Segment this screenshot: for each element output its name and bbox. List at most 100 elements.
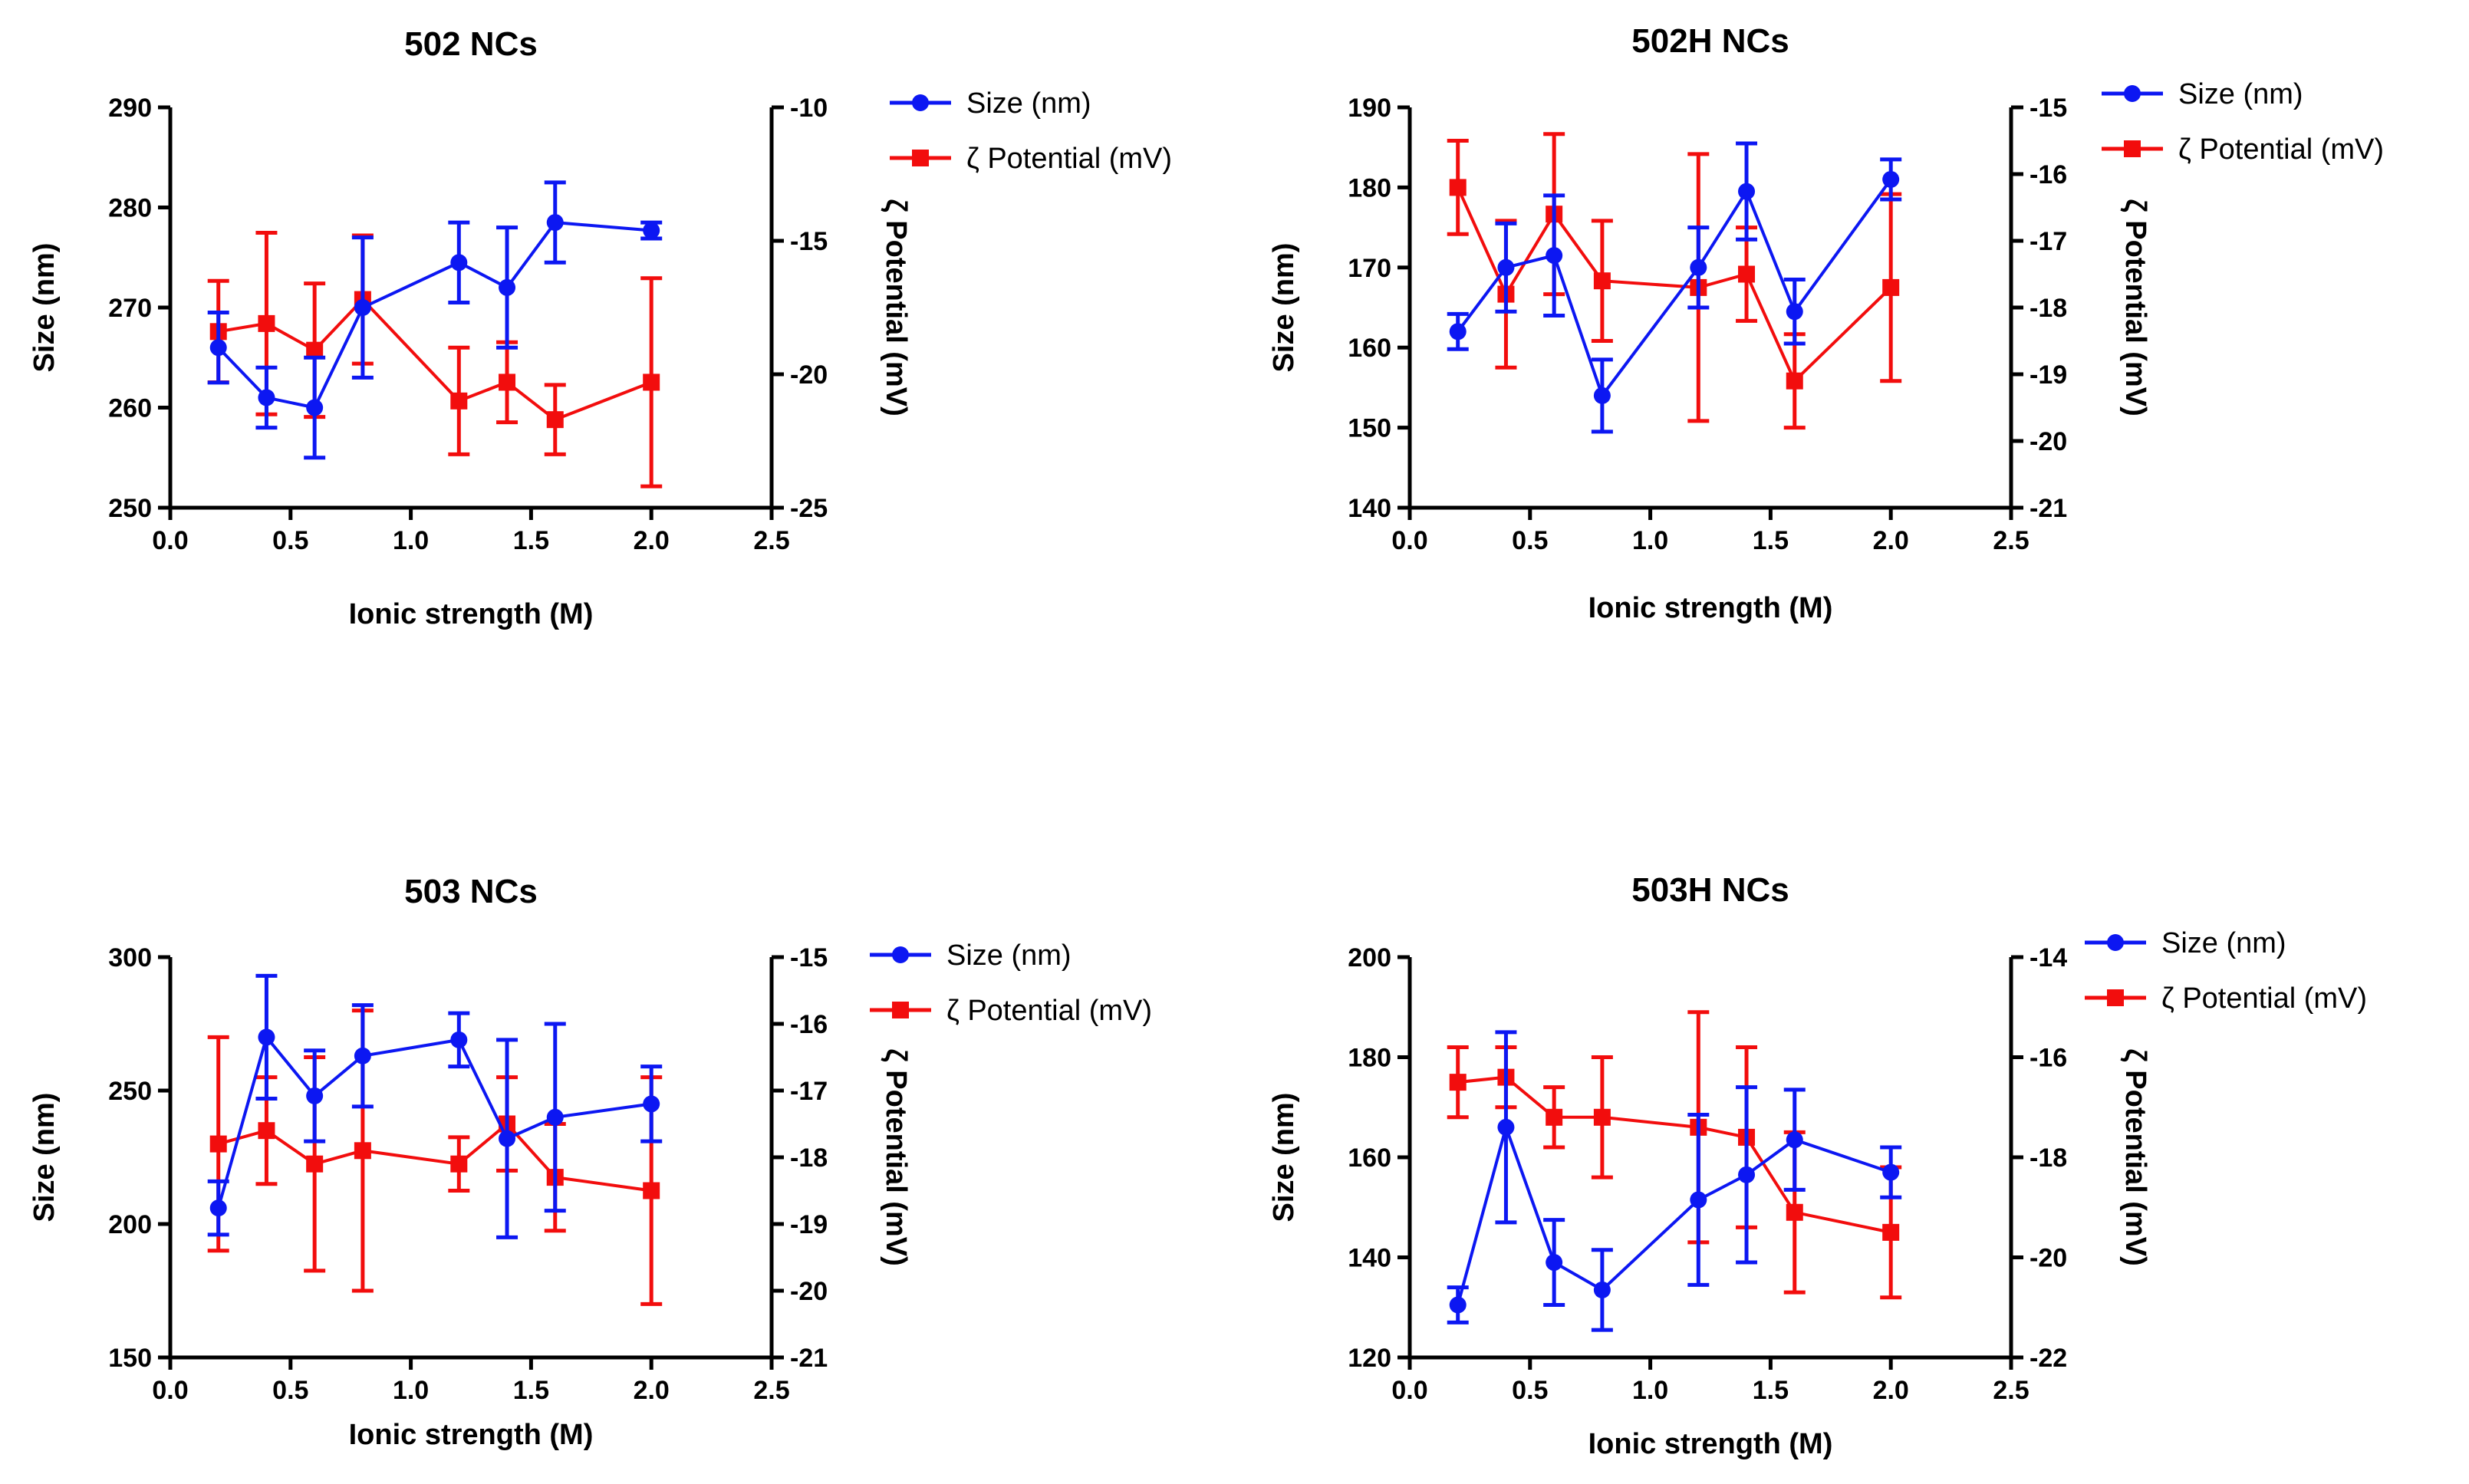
series-size [207,973,663,1239]
data-point-circle [546,214,564,232]
y-tick-label-left: 170 [1348,254,1391,283]
y-tick-label-right: -19 [790,1210,828,1239]
y-tick-label-right: -21 [2030,494,2067,523]
x-tick-label: 0.0 [1391,1376,1427,1405]
x-tick-label: 0.5 [272,526,308,555]
y-tick-label-left: 200 [108,1210,152,1239]
data-point-circle [258,389,275,406]
x-tick-label: 1.0 [1632,1376,1668,1405]
y-tick-label-right: -20 [790,360,828,390]
legend-item-size: Size (nm) [870,939,1072,972]
y-axis-label-right: ζ Potential (mV) [2119,199,2151,416]
data-point-square [258,314,275,332]
legend-marker-square [892,1002,909,1018]
legend-marker-circle [2107,934,2124,951]
y-tick-label-left: 250 [108,1077,152,1106]
data-point-circle [1738,183,1756,200]
y-tick-label-right: -22 [2030,1344,2067,1373]
x-axis-label: Ionic strength (M) [349,1419,594,1451]
x-tick-label: 2.0 [634,526,670,555]
data-point-square [499,373,516,391]
series-line [1457,1075,1891,1234]
y-tick-label-right: -21 [790,1344,828,1373]
y-tick-label-right: -15 [790,943,828,972]
data-point-circle [1593,1281,1611,1298]
legend-label: Size (nm) [946,939,1072,972]
data-point-circle [1593,387,1611,404]
data-point-circle [354,299,371,316]
chart-502h: 502H NCs 0.0 0.5 1.0 1.5 2.0 2.5 140 150 160 170 18… [1268,22,2384,624]
series-size [1447,1030,1902,1332]
data-point-circle [209,339,227,357]
data-point-square [450,392,468,410]
data-point-circle [499,278,516,296]
x-tick-label: 2.0 [634,1376,670,1405]
legend-marker-square [912,150,929,166]
x-tick-label: 2.0 [1873,1376,1909,1405]
y-tick-label-right: -25 [790,494,828,523]
y-tick-label-left: 280 [108,194,152,223]
y-tick-label-left: 150 [1348,414,1391,443]
series-line [1456,186,1892,384]
data-point-circle [1786,303,1803,321]
legend-marker-square [2107,989,2124,1006]
x-tick-label: 1.5 [1753,526,1789,555]
data-point-circle [258,1028,275,1046]
data-point-circle [1882,1163,1900,1181]
chart-title: 502 NCs [404,25,538,63]
y-tick-label-right: -18 [790,1143,828,1173]
data-point-circle [643,1095,660,1113]
x-tick-label: 1.5 [513,526,549,555]
data-point-circle [306,399,324,416]
data-point-square [1786,372,1803,390]
y-tick-label-right: -10 [790,94,828,123]
x-tick-label: 1.0 [393,526,429,555]
data-point-square [354,1142,371,1160]
legend-item-size: Size (nm) [890,87,1091,120]
y-axis-label-right: ζ Potential (mV) [2119,1048,2151,1266]
y-tick-label-right: -17 [790,1077,828,1106]
data-point-circle [1546,1254,1563,1272]
x-tick-label: 2.5 [1993,1376,2029,1405]
legend-label: Size (nm) [2161,927,2286,959]
legend-label: ζ Potential (mV) [2178,133,2384,166]
x-tick-label: 1.0 [1632,526,1668,555]
data-point-circle [1690,1191,1707,1209]
x-axis-label: Ionic strength (M) [1588,592,1833,624]
data-point-circle [450,1031,468,1048]
y-tick-label-right: -16 [2030,1044,2067,1073]
x-tick-label: 1.0 [393,1376,429,1405]
chart-503: 503 NCs 0.0 0.5 1.0 1.5 2.0 2.5 150 200 250 300 -21… [28,873,1152,1451]
y-tick-label-left: 140 [1348,494,1391,523]
legend-item-potential: ζ Potential (mV) [870,995,1152,1027]
y-tick-label-right: -15 [2030,94,2067,123]
data-point-circle [306,1087,324,1104]
x-tick-label: 2.5 [753,526,789,555]
y-tick-label-right: -20 [790,1277,828,1306]
data-point-circle [450,254,468,271]
data-point-square [306,341,324,359]
data-point-square [1593,1108,1611,1126]
legend-marker-circle [912,94,929,111]
data-point-square [450,1155,468,1173]
data-point-square [1882,278,1900,296]
y-tick-label-right: -16 [2030,160,2067,189]
x-tick-label: 0.5 [272,1376,308,1405]
legend-marker-circle [2124,85,2141,102]
y-tick-label-right: -14 [2030,943,2067,972]
data-point-circle [354,1047,371,1064]
y-axis-label-right: ζ Potential (mV) [880,1048,912,1266]
y-axis-label-left: Size (nm) [1268,243,1300,373]
series-line [218,1121,652,1193]
data-point-square [546,411,564,429]
data-point-circle [1497,1118,1515,1136]
legend-item-size: Size (nm) [2085,927,2286,959]
x-tick-label: 0.0 [152,526,188,555]
y-tick-label-right: -16 [790,1010,828,1039]
x-tick-label: 2.0 [1873,526,1909,555]
x-tick-label: 0.5 [1512,1376,1548,1405]
legend-item-potential: ζ Potential (mV) [2102,133,2384,166]
series-line [217,220,652,410]
data-point-circle [1738,1166,1756,1183]
x-tick-label: 0.5 [1512,526,1548,555]
